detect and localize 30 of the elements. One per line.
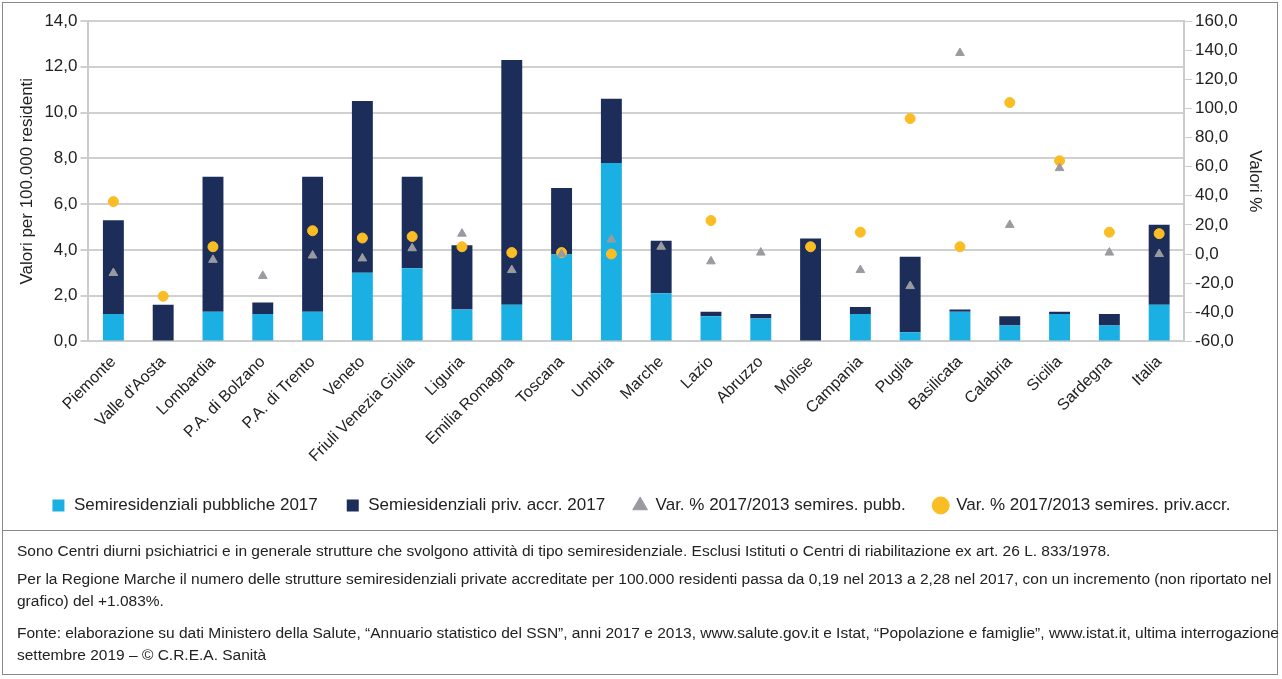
y-axis-title: Valori per 100.000 residenti bbox=[16, 77, 36, 285]
y-tick-label: 12,0 bbox=[44, 56, 78, 76]
y2-tick-label: 140,0 bbox=[1195, 39, 1238, 59]
text: Sono Centri diurni psichiatrici e in generale strutture che svolgono attività di tipo semiresidenziale. Esclusi Istituti o Centri di riabilitazione ex art. 26 L. 833/1978. bbox=[17, 541, 1112, 561]
x-tick-label: Italia bbox=[1128, 352, 1165, 389]
y2-tick-label: 80,0 bbox=[1195, 127, 1229, 147]
y-tick-label: 0,0 bbox=[53, 331, 78, 351]
y-tick-label: 2,0 bbox=[53, 285, 78, 305]
y2-tick-label: 160,0 bbox=[1195, 10, 1238, 30]
legend-label: Semiresidenziali pubbliche 2017 bbox=[73, 495, 318, 515]
y2-tick-label: 40,0 bbox=[1195, 185, 1229, 205]
legend-label: Semiesidenziali priv. accr. 2017 bbox=[368, 495, 606, 515]
y2-tick-label: 0,0 bbox=[1195, 243, 1219, 263]
text: Per la Regione Marche il numero delle strutture semiresidenziali private accreditate per 100.000 residenti passa da 0,19 nel 2013 a 2,28 nel 2017, con un incremento (non riportato nel grafico) del +1.083%. bbox=[17, 569, 1273, 611]
y2-axis-title: Valori % bbox=[1246, 150, 1266, 213]
y-tick-label: 4,0 bbox=[53, 239, 78, 259]
y2-tick-label: -40,0 bbox=[1195, 302, 1234, 321]
y-tick-label: 10,0 bbox=[44, 102, 78, 122]
y-tick-label: 14,0 bbox=[44, 10, 78, 30]
y2-tick-label: -20,0 bbox=[1195, 272, 1234, 292]
y2-tick-label: 100,0 bbox=[1195, 98, 1238, 118]
source-note: Fonte: elaborazione su dati Ministero della Salute, “Annuario statistico del SSN”, anni 2017 e 2013, www.salute.gov.it e Istat, “Popolazione e famiglie”, www.istat.it, ultima interrogazione settembre 2019 – © C.R.E.A. Sanità bbox=[17, 623, 1279, 665]
legend-label: Var. % 2017/2013 semires. pubb. bbox=[655, 495, 906, 515]
y2-tick-label: -60,0 bbox=[1195, 331, 1234, 351]
y2-tick-label: 120,0 bbox=[1195, 68, 1238, 88]
legend-label: Var. % 2017/2013 semires. priv.accr. bbox=[956, 495, 1231, 515]
y-tick-label: 8,0 bbox=[53, 148, 78, 168]
y-tick-label: 6,0 bbox=[53, 193, 78, 213]
y2-tick-label: 60,0 bbox=[1195, 156, 1229, 176]
y2-tick-label: 20,0 bbox=[1195, 214, 1229, 234]
